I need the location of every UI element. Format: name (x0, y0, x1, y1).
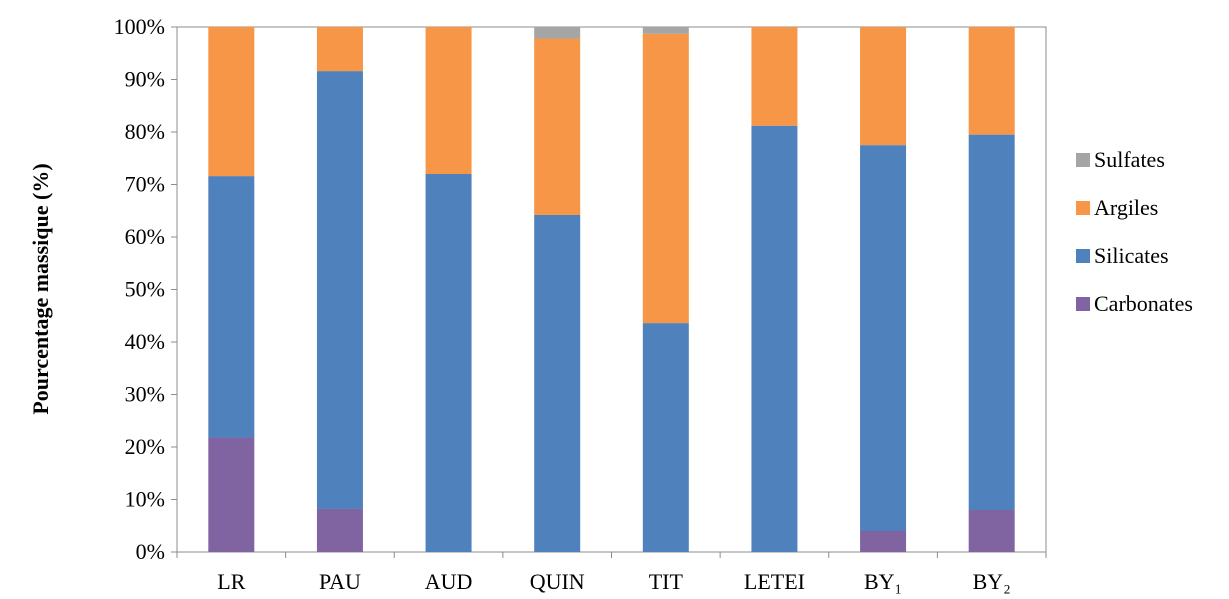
bar-silicates-7 (968, 134, 1015, 510)
bars-group (208, 27, 1015, 552)
y-tick-label: 40% (125, 329, 165, 354)
bar-silicates-0 (208, 176, 255, 438)
bar-argiles-2 (425, 27, 472, 174)
x-tick-label: TIT (649, 569, 684, 594)
y-tick-label: 60% (125, 224, 165, 249)
x-axis: LR PAU AUD QUIN TIT LETEI BY₁ BY₂ (176, 552, 1047, 594)
bar-argiles-3 (534, 38, 581, 215)
bar-silicates-6 (860, 145, 907, 531)
bar-argiles-5 (751, 27, 798, 126)
y-tick-label: 10% (125, 487, 165, 512)
x-tick-label: LR (217, 569, 245, 594)
x-tick-label: AUD (425, 569, 473, 594)
bar-silicates-4 (642, 323, 689, 552)
legend-label-sulfates: Sulfates (1094, 147, 1165, 172)
plot-area-border (176, 26, 1047, 553)
bar-argiles-6 (860, 27, 907, 146)
plot-frame (176, 26, 1047, 553)
legend-label-argiles: Argiles (1094, 195, 1158, 220)
y-axis-title: Pourcentage massique (%) (28, 163, 53, 414)
y-tick-label: 90% (125, 67, 165, 92)
bar-argiles-4 (642, 33, 689, 324)
x-tick-label: BY₂ (973, 569, 1011, 594)
bar-carbonates-6 (860, 531, 907, 552)
bar-carbonates-0 (208, 437, 255, 552)
bar-silicates-1 (316, 71, 363, 509)
x-tick-label: QUIN (530, 569, 585, 594)
y-tick-label: 80% (125, 119, 165, 144)
bar-silicates-2 (425, 174, 472, 552)
legend-label-carbonates: Carbonates (1094, 291, 1193, 316)
y-tick-label: 70% (125, 172, 165, 197)
legend-swatch-sulfates (1076, 153, 1090, 167)
x-tick-label: BY₁ (864, 569, 902, 594)
bar-argiles-7 (968, 27, 1015, 135)
y-axis: 0% 10% 20% 30% 40% 50% 60% 70% 80% 90% 100% (114, 14, 177, 564)
legend-swatch-silicates (1076, 249, 1090, 263)
legend-swatch-carbonates (1076, 297, 1090, 311)
bar-sulfates-4 (642, 27, 689, 34)
bar-silicates-3 (534, 214, 581, 552)
y-tick-label: 100% (114, 14, 165, 39)
bar-carbonates-7 (968, 510, 1015, 552)
legend-label-silicates: Silicates (1094, 243, 1169, 268)
x-tick-label: LETEI (744, 569, 805, 594)
x-tick-label: PAU (319, 569, 361, 594)
bar-argiles-0 (208, 27, 255, 177)
y-tick-label: 30% (125, 382, 165, 407)
y-tick-label: 0% (136, 539, 165, 564)
bar-argiles-1 (316, 27, 363, 72)
bar-carbonates-1 (316, 508, 363, 552)
legend: Sulfates Argiles Silicates Carbonates (1076, 147, 1193, 316)
legend-swatch-argiles (1076, 201, 1090, 215)
bar-sulfates-3 (534, 27, 581, 39)
y-tick-label: 20% (125, 434, 165, 459)
bar-silicates-5 (751, 125, 798, 552)
y-tick-label: 50% (125, 277, 165, 302)
